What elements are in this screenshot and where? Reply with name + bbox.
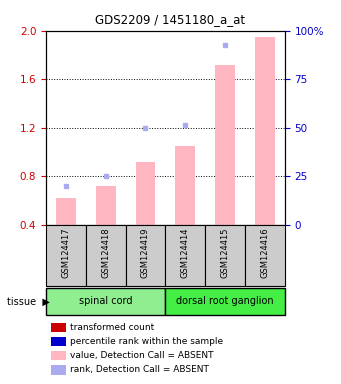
Bar [96,186,116,225]
Bar [215,65,235,225]
Text: GDS2209 / 1451180_a_at: GDS2209 / 1451180_a_at [95,13,246,26]
Text: GSM124415: GSM124415 [221,227,229,278]
Bar [175,146,195,225]
Text: tissue  ▶: tissue ▶ [7,296,50,306]
Text: GSM124418: GSM124418 [101,227,110,278]
Text: GSM124419: GSM124419 [141,227,150,278]
Text: GSM124414: GSM124414 [181,227,190,278]
Bar [165,225,205,286]
Bar [46,288,165,315]
Bar [165,288,285,315]
Bar [56,198,76,225]
Text: value, Detection Call = ABSENT: value, Detection Call = ABSENT [70,351,213,360]
Text: spinal cord: spinal cord [79,296,132,306]
Bar [205,225,245,286]
Text: dorsal root ganglion: dorsal root ganglion [176,296,274,306]
Text: GSM124416: GSM124416 [260,227,269,278]
Text: rank, Detection Call = ABSENT: rank, Detection Call = ABSENT [70,366,209,374]
Text: percentile rank within the sample: percentile rank within the sample [70,337,223,346]
Bar [46,225,86,286]
Text: GSM124417: GSM124417 [61,227,71,278]
Bar [86,225,125,286]
Bar [136,162,155,225]
Bar [125,225,165,286]
Bar [255,37,275,225]
Text: transformed count: transformed count [70,323,154,332]
Bar [245,225,285,286]
